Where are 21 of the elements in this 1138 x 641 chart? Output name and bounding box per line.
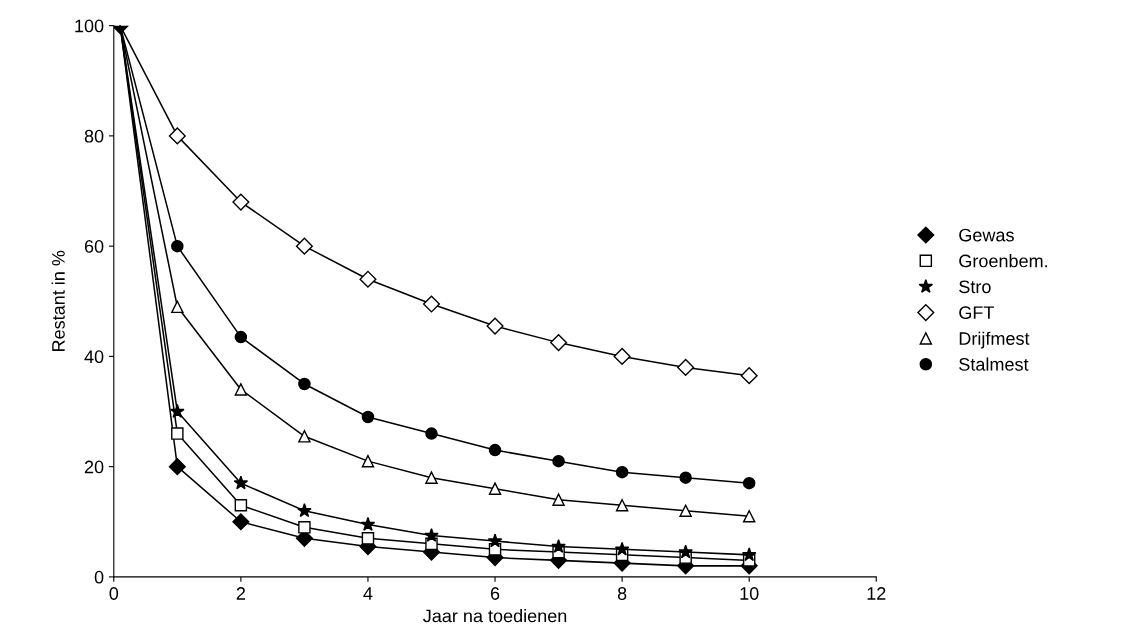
- y-tick-label: 100: [75, 19, 104, 33]
- legend-label: Stro: [959, 280, 991, 294]
- x-tick-label: 0: [109, 587, 119, 600]
- x-tick-label: 12: [867, 587, 886, 600]
- y-tick-label: 60: [84, 240, 104, 253]
- y-tick-label: 0: [94, 570, 104, 584]
- y-axis-title: Restant in %: [51, 250, 65, 351]
- x-tick-label: 2: [236, 587, 245, 600]
- x-tick-label: 8: [617, 587, 627, 600]
- y-tick-label: 80: [84, 129, 104, 143]
- x-tick-label: 6: [490, 587, 500, 600]
- y-tick-label: 20: [84, 460, 104, 474]
- legend-label: Gewas: [959, 228, 1014, 242]
- legend-label: Stalmest: [959, 357, 1029, 371]
- legend-label: Drijfmest: [959, 331, 1030, 349]
- legend-label: Groenbem.: [959, 254, 1047, 268]
- x-axis-title: Jaar na toedienen: [423, 609, 567, 623]
- y-tick-label: 40: [84, 350, 104, 364]
- x-tick-label: 10: [740, 587, 759, 600]
- legend-label: GFT: [959, 306, 994, 320]
- x-tick-label: 4: [363, 587, 373, 600]
